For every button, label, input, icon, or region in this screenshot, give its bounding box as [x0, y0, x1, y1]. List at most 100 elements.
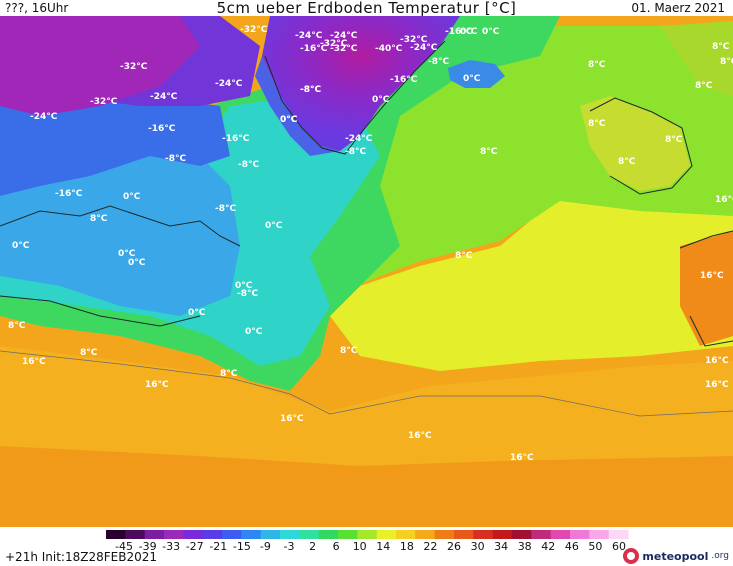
coastline-greenland — [264, 40, 446, 155]
temperature-label: 16°C — [280, 414, 304, 424]
run-info: +21h Init:18Z28FEB2021 — [5, 550, 157, 564]
colorbar-tick-label: -15 — [233, 540, 251, 551]
temperature-label: 0°C — [482, 27, 500, 37]
colorbar-tick-label: -9 — [260, 540, 271, 551]
temperature-label: 8°C — [720, 57, 733, 67]
temperature-label: 8°C — [90, 214, 108, 224]
temperature-label: 0°C — [245, 327, 263, 337]
colorbar-tick-label: -3 — [284, 540, 295, 551]
colorbar-swatch — [415, 530, 436, 539]
temperature-label: 16°C — [705, 380, 729, 390]
temperature-label: 8°C — [8, 321, 26, 331]
colorbar-swatch — [338, 530, 358, 539]
yellow-belt — [330, 196, 733, 371]
footer-bar: -45 -39 -33 -27 -21 -15 -9 -3 2 6 10 14 18 22 26 30 34 38… — [0, 527, 733, 566]
temperature-label: 8°C — [588, 60, 606, 70]
temperature-label: -16°C — [300, 44, 328, 54]
deep-orange-south — [0, 446, 733, 527]
scandinavia — [580, 96, 690, 191]
colorbar-tick-label: 26 — [447, 540, 461, 551]
temperature-label: 16°C — [145, 380, 169, 390]
temperature-label: -32°C — [90, 97, 118, 107]
colorbar-tick-label: 42 — [541, 540, 555, 551]
colorbar-ticks: -45 -39 -33 -27 -21 -15 -9 -3 2 6 10 14 18 22 26 30 34 38… — [115, 540, 626, 551]
temperature-label: -32°C — [120, 62, 148, 72]
colorbar-swatch — [260, 530, 281, 539]
temperature-label: 8°C — [712, 42, 730, 52]
temperature-label: -24°C — [150, 92, 178, 102]
colorbar-swatch — [106, 530, 126, 539]
temperature-label: 8°C — [220, 369, 238, 379]
colorbar-tick-label: 2 — [309, 540, 316, 551]
colorbar-swatch — [396, 530, 416, 539]
colorbar-tick-label: -27 — [186, 540, 204, 551]
colorbar-tick-label: 6 — [333, 540, 340, 551]
colorbar-swatch — [357, 530, 378, 539]
colorbar-swatch — [608, 530, 629, 539]
greenland — [262, 16, 460, 151]
colorbar-swatch — [589, 530, 610, 539]
colorbar-tick-label: 30 — [471, 540, 485, 551]
colorbar-swatch — [434, 530, 455, 539]
temperature-label: 8°C — [665, 135, 683, 145]
temperature-label: -32°C — [240, 25, 268, 35]
map-title: 5cm ueber Erdboden Temperatur [°C] — [216, 0, 517, 17]
scandinavia-north — [660, 21, 733, 96]
colorbar-tick-label: 50 — [588, 540, 602, 551]
colorbar-tick-label: -39 — [139, 540, 157, 551]
colorbar-swatch — [125, 530, 146, 539]
colorbar-tick-label: 34 — [494, 540, 508, 551]
forecast-date: 01. Maerz 2021 — [631, 1, 725, 15]
temperature-label: 8°C — [588, 119, 606, 129]
temperature-label: -40°C — [375, 44, 403, 54]
temperature-label: 8°C — [618, 157, 636, 167]
colorbar-tick-label: -21 — [209, 540, 227, 551]
colorbar-tick-label: -33 — [162, 540, 180, 551]
temperature-label: -8°C — [300, 85, 321, 95]
temperature-label: -8°C — [428, 57, 449, 67]
temperature-label: 16°C — [715, 195, 733, 205]
iceland — [448, 60, 505, 88]
temperature-label: 8°C — [480, 147, 498, 157]
temperature-label: 8°C — [695, 81, 713, 91]
colorbar-swatch — [144, 530, 165, 539]
colorbar-tick-label: 46 — [565, 540, 579, 551]
temperature-label: -24°C — [330, 31, 358, 41]
temperature-label: -8°C — [238, 160, 259, 170]
meteopool-logo-icon — [623, 548, 640, 564]
colorbar-tick-label: 14 — [376, 540, 390, 551]
temperature-label: -8°C — [237, 289, 258, 299]
temperature-label: -24°C — [295, 31, 323, 41]
colorbar-swatch — [183, 530, 204, 539]
temperature-label: -8°C — [165, 154, 186, 164]
brand-name: meteopool — [642, 549, 709, 563]
temperature-label: -8°C — [300, 85, 321, 95]
temperature-label: -24°C — [215, 79, 243, 89]
colorbar-swatch — [473, 530, 494, 539]
temperature-label: -16°C — [222, 134, 250, 144]
temperature-label: 8°C — [340, 346, 358, 356]
temperature-label: -8°C — [215, 204, 236, 214]
temperature-label: 0°C — [265, 221, 283, 231]
colorbar-swatch — [550, 530, 571, 539]
coastline-europe — [589, 97, 733, 347]
colorbar-swatch — [570, 530, 590, 539]
colorbar-tick-label: -45 — [115, 540, 133, 551]
temperature-label: 16°C — [510, 453, 534, 463]
colorbar-tick-label: 60 — [612, 540, 626, 551]
colorbar-swatch — [512, 530, 532, 539]
temperature-label: -16°C — [55, 189, 83, 199]
temperature-label: 16°C — [408, 431, 432, 441]
colorbar-swatch — [376, 530, 397, 539]
colorbar-swatch — [454, 530, 474, 539]
temperature-label: 0°C — [123, 192, 141, 202]
iberia — [680, 231, 733, 346]
temperature-label: 0°C — [372, 95, 390, 105]
map-labels: -32°C-24°C -24°C-32°C0°C-16°C-32°C -40°C-3… — [8, 25, 733, 463]
brand[interactable]: meteopool .org — [623, 547, 729, 565]
contour-line — [0, 350, 733, 417]
colorbar-swatches — [106, 530, 629, 539]
temperature-label: 0°C — [235, 281, 253, 291]
brand-tld: .org — [711, 551, 729, 561]
greenland-coast-cool — [255, 56, 340, 156]
